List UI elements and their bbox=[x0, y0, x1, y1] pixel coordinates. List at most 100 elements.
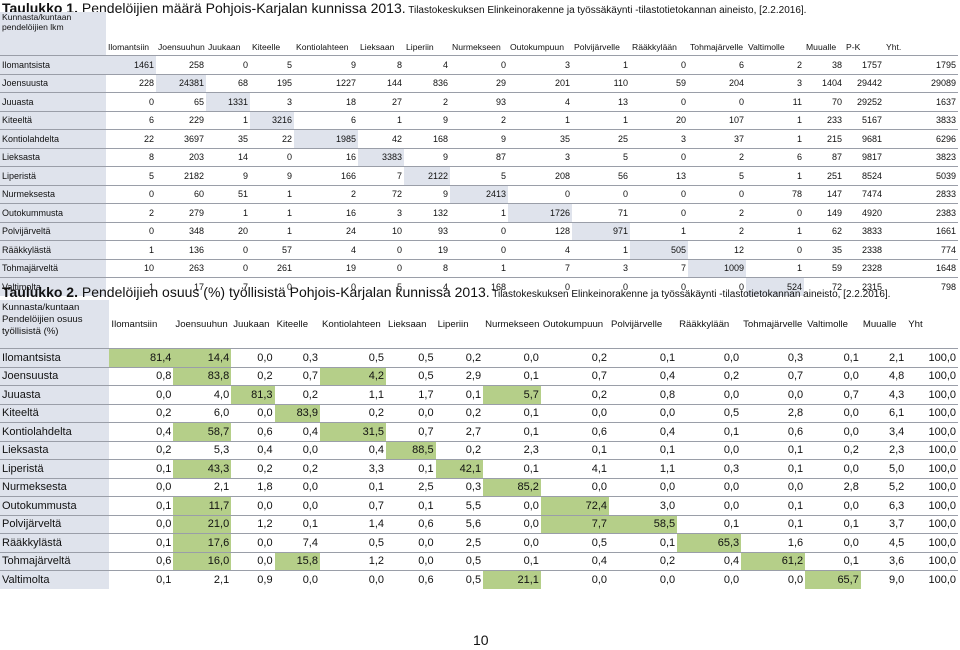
column-header: P-K bbox=[846, 42, 861, 52]
table-cell: 2,1 bbox=[173, 477, 232, 497]
table-cell: 0,2 bbox=[319, 403, 387, 423]
table-cell: 0,2 bbox=[274, 385, 320, 404]
table-cell: 9 bbox=[250, 166, 294, 185]
table-cell: 8524 bbox=[844, 166, 884, 185]
table-row: Kiteeltä 0,2 6,0 0,0 83,9 0,2 0,0 0,2 0,1 0,0 0,0 0… bbox=[0, 403, 958, 423]
table-cell: 4 bbox=[404, 55, 450, 74]
table-row: Liperistä 0,1 43,3 0,2 0,2 3,3 0,1 42,1 0,1 4,1 1,… bbox=[0, 459, 958, 478]
column-header: Juukaan bbox=[233, 318, 270, 330]
table-cell: 56 bbox=[572, 166, 630, 185]
table-cell: 20 bbox=[206, 221, 250, 241]
column-header: Polvijärvelle bbox=[574, 42, 620, 52]
table-cell: 9 bbox=[404, 184, 450, 204]
table-cell: 0,0 bbox=[540, 570, 609, 589]
table-cell: 1 bbox=[358, 110, 404, 130]
table-cell: 8 bbox=[404, 258, 450, 278]
column-header: Nurmekseen bbox=[485, 318, 540, 330]
table-cell: 9681 bbox=[844, 129, 884, 148]
table-cell: 0,5 bbox=[677, 403, 742, 423]
table-cell: 61,2 bbox=[741, 551, 806, 571]
column-header: Yht. bbox=[886, 42, 902, 52]
table-cell: 0,7 bbox=[741, 366, 806, 386]
table-cell: 59 bbox=[804, 258, 844, 278]
table-row: Outokummusta 0,1 11,7 0,0 0,0 0,7 0,1 5,5 0,0 72,… bbox=[0, 496, 958, 515]
table-cell: 0,0 bbox=[109, 514, 174, 534]
table-row: Outokummusta 2 279 1 1 16 3 132 1 1726 71 0 2 0 149 492… bbox=[0, 203, 958, 222]
table-cell: 5 bbox=[250, 55, 294, 74]
table-cell: 1009 bbox=[688, 258, 746, 278]
table-cell: 24 bbox=[294, 221, 358, 241]
table-cell: 1404 bbox=[804, 73, 844, 93]
table-row: Ilomantsista 1461 258 0 5 9 8 4 0 3 1 0 6 2 38 1757 1795 bbox=[0, 55, 958, 74]
table-cell: 10 bbox=[106, 258, 156, 278]
table-cell: 0,1 bbox=[741, 514, 806, 534]
table-cell: 2,5 bbox=[386, 477, 436, 497]
table-cell: 2 bbox=[294, 184, 358, 204]
table-cell: 0,0 bbox=[805, 403, 861, 423]
table-cell: 1 bbox=[250, 221, 294, 241]
table-cell: 3 bbox=[508, 147, 572, 167]
table-cell: 100,0 bbox=[906, 496, 958, 515]
column-header: Outokumpuun bbox=[542, 318, 604, 330]
row-header-label: Kunnasta/kuntaan Pendelöijien osuus työl… bbox=[0, 300, 110, 349]
table-cell: 81,4 bbox=[109, 348, 174, 367]
table-cell: 1757 bbox=[844, 55, 884, 74]
table-cell: 3383 bbox=[358, 147, 404, 167]
table-cell: 0,3 bbox=[435, 477, 484, 497]
table-cell: 59 bbox=[630, 73, 688, 93]
column-header: Muualle bbox=[862, 318, 897, 330]
table-cell: 0,2 bbox=[109, 440, 174, 460]
table-cell: 0 bbox=[250, 277, 294, 296]
row-label: Polvijärveltä bbox=[0, 514, 110, 534]
table-cell: 258 bbox=[156, 55, 206, 74]
table-cell: 0 bbox=[630, 277, 688, 296]
table-cell: 29442 bbox=[844, 73, 884, 93]
table-cell: 0,9 bbox=[231, 570, 275, 589]
column-header: Lieksaan bbox=[360, 42, 395, 52]
table-cell: 107 bbox=[688, 110, 746, 130]
table-cell: 0,0 bbox=[540, 477, 609, 497]
table-cell: 233 bbox=[804, 110, 844, 130]
table-cell: 100,0 bbox=[906, 570, 958, 589]
table-cell: 0,0 bbox=[741, 570, 806, 589]
table-cell: 0,4 bbox=[231, 440, 275, 460]
table-cell: 3823 bbox=[884, 147, 958, 167]
table-cell: 4,3 bbox=[860, 385, 907, 404]
table-cell: 0,5 bbox=[435, 570, 484, 589]
table-cell: 24381 bbox=[156, 73, 206, 93]
table-cell: 168 bbox=[450, 277, 508, 296]
table-row: Tohmajärveltä 10 263 0 261 19 0 8 1 7 3 7 1009 1 59 232… bbox=[0, 258, 958, 278]
table-cell: 42 bbox=[358, 129, 404, 148]
table-cell: 971 bbox=[572, 221, 630, 241]
table-cell: 0,5 bbox=[435, 551, 484, 571]
table-cell: 5,7 bbox=[483, 385, 541, 404]
table-cell: 0,2 bbox=[435, 403, 484, 423]
table-cell: 3216 bbox=[250, 110, 294, 130]
table-cell: 0,1 bbox=[805, 551, 861, 571]
table-cell: 16 bbox=[294, 147, 358, 167]
table-cell: 5,3 bbox=[173, 440, 232, 460]
table-cell: 0 bbox=[358, 258, 404, 278]
column-header: Kontiolahteen bbox=[296, 42, 349, 52]
table-cell: 3 bbox=[630, 129, 688, 148]
table-cell: 0,0 bbox=[609, 477, 678, 497]
table-cell: 0 bbox=[106, 184, 156, 204]
table-cell: 2,5 bbox=[435, 533, 484, 552]
table-cell: 0,0 bbox=[483, 514, 541, 534]
table-cell: 35 bbox=[508, 129, 572, 148]
table-cell: 0,7 bbox=[540, 366, 609, 386]
table-cell: 0,0 bbox=[274, 477, 320, 497]
table-cell: 31,5 bbox=[319, 422, 387, 441]
table-cell: 17,6 bbox=[173, 533, 232, 552]
row-label: Valtimolta bbox=[0, 277, 106, 296]
table-cell: 0,0 bbox=[677, 440, 742, 460]
table-cell: 100,0 bbox=[906, 459, 958, 478]
table-cell: 5039 bbox=[884, 166, 958, 185]
row-label: Outokummusta bbox=[0, 203, 106, 222]
table-cell: 5 bbox=[358, 277, 404, 296]
table2-title-main: Pendelöijien osuus (%) työllisistä Pohjo… bbox=[77, 284, 490, 300]
row-label: Joensuusta bbox=[0, 366, 110, 386]
table-cell: 58,7 bbox=[173, 422, 232, 441]
table-cell: 100,0 bbox=[906, 440, 958, 460]
table-cell: 1227 bbox=[294, 73, 358, 93]
